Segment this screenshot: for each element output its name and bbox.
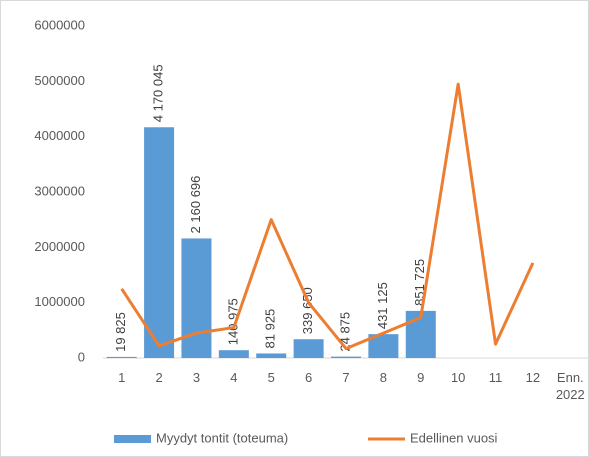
data-label: 431 125 [375, 282, 390, 329]
x-tick-label: 10 [450, 370, 466, 385]
x-tick-label: 11 [488, 370, 503, 385]
bar [144, 127, 175, 358]
legend-label: Edellinen vuosi [410, 430, 498, 445]
data-label: 19 825 [113, 312, 128, 352]
bar [218, 350, 249, 358]
bar [181, 238, 212, 358]
bar [106, 356, 137, 358]
x-tick-label: 4 [230, 370, 238, 385]
x-tick-label: 6 [304, 370, 313, 385]
x-tick-label: Enn. 2022 [555, 370, 585, 402]
x-tick-label: 2 [155, 370, 163, 385]
y-tick-label: 5000000 [34, 73, 85, 88]
data-label: 2 160 696 [188, 176, 203, 234]
x-tick-label: 12 [525, 370, 541, 385]
y-tick-label: 1000000 [34, 294, 85, 309]
y-tick-label: 4000000 [34, 128, 85, 143]
y-tick-label: 6000000 [34, 17, 85, 32]
data-label: 4 170 045 [151, 64, 166, 122]
bar [368, 334, 399, 358]
bar [256, 353, 287, 358]
x-tick-label: 9 [417, 370, 425, 385]
data-label: 339 650 [300, 287, 315, 334]
legend-swatch [114, 435, 151, 443]
x-tick-label: 7 [342, 370, 350, 385]
y-tick-label: 0 [78, 349, 85, 364]
line [120, 82, 535, 351]
data-label: 81 925 [263, 309, 278, 349]
x-tick-label: 3 [192, 370, 201, 385]
y-tick-label: 2000000 [34, 239, 85, 254]
x-tick-label: 5 [267, 370, 275, 385]
x-tick-label: 8 [379, 370, 387, 385]
legend-label: Myydyt tontit (toteuma) [156, 430, 288, 445]
bar [331, 356, 361, 358]
data-label: 140 975 [225, 298, 240, 345]
y-tick-label: 3000000 [34, 183, 85, 198]
x-tick-label: 1 [118, 370, 126, 385]
bar [293, 339, 324, 358]
